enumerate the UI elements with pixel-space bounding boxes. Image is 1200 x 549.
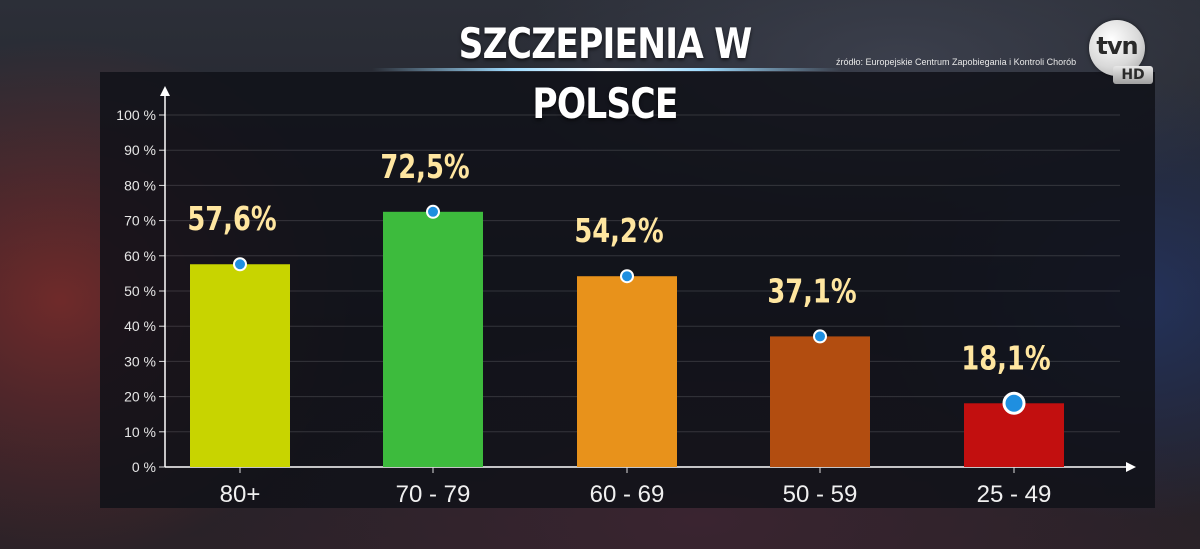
bars: [190, 211, 1064, 467]
y-tick-label: 80 %: [124, 177, 156, 193]
bar: [577, 276, 677, 467]
bar-marker: [620, 269, 634, 284]
y-tick-label: 100 %: [116, 107, 156, 123]
bar: [383, 211, 483, 467]
logo-text: tvn: [1096, 32, 1138, 60]
category-label: 70 - 79: [396, 481, 471, 508]
y-tick-label: 30 %: [124, 353, 156, 369]
y-tick-labels: 0 % 10 % 20 % 30 % 40 % 50 % 60 % 70 % 80 % 90 % 1…: [116, 107, 156, 475]
y-tick-label: 70 %: [124, 213, 156, 229]
value-label: 54,2%: [574, 212, 663, 250]
y-tick-label: 40 %: [124, 318, 156, 334]
y-tick-label: 90 %: [124, 142, 156, 158]
value-label: 37,1%: [767, 272, 856, 310]
value-label: 72,5%: [380, 148, 469, 186]
bar-marker: [426, 204, 440, 219]
value-label: 18,1%: [961, 339, 1050, 377]
source-note: źródło: Europejskie Centrum Zapobiegania…: [836, 57, 1077, 67]
value-labels: 57,6% 72,5% 54,2% 37,1% 18,1%: [187, 148, 1050, 377]
category-label: 25 - 49: [977, 481, 1052, 508]
y-tick-label: 0 %: [132, 459, 156, 475]
bar-marker: [813, 329, 827, 344]
tvn-hd-logo: tvn HD: [1083, 20, 1159, 90]
bar-marker: [1002, 391, 1026, 415]
y-tick-label: 10 %: [124, 424, 156, 440]
category-label: 50 - 59: [783, 481, 858, 508]
x-axis-arrow: [1126, 462, 1136, 472]
y-tick-label: 60 %: [124, 248, 156, 264]
category-label: 80+: [220, 481, 261, 508]
chart-title: SZCZEPIENIA W POLSCE: [458, 19, 753, 128]
bar: [770, 336, 870, 467]
title-underline: [372, 68, 842, 71]
y-axis-arrow: [160, 86, 170, 96]
y-tick-label: 50 %: [124, 283, 156, 299]
bar: [190, 264, 290, 467]
bar-marker: [233, 257, 247, 272]
logo-hd-badge: HD: [1113, 66, 1153, 84]
y-tick-label: 20 %: [124, 389, 156, 405]
category-labels: 80+ 70 - 79 60 - 69 50 - 59 25 - 49: [220, 481, 1052, 508]
value-label: 57,6%: [187, 200, 276, 238]
category-label: 60 - 69: [590, 481, 665, 508]
bar-markers: [233, 204, 1026, 415]
